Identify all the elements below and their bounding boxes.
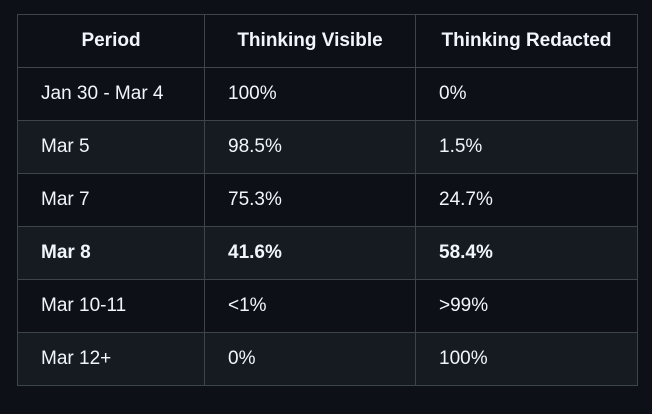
period-cell: Mar 12+ <box>17 332 205 386</box>
table-row: Mar 8 41.6% 58.4% <box>17 226 638 280</box>
table-row: Jan 30 - Mar 4 100% 0% <box>17 67 638 121</box>
period-thinking-table: Period Thinking Visible Thinking Redacte… <box>17 14 638 386</box>
table-container: Period Thinking Visible Thinking Redacte… <box>17 14 638 386</box>
column-header-thinking-redacted: Thinking Redacted <box>415 14 638 68</box>
thinking-redacted-cell: 0% <box>415 67 638 121</box>
period-cell: Mar 7 <box>17 173 205 227</box>
thinking-redacted-cell: 1.5% <box>415 120 638 174</box>
table-row: Mar 10-11 <1% >99% <box>17 279 638 333</box>
thinking-visible-cell: 41.6% <box>204 226 416 280</box>
table-row: Mar 5 98.5% 1.5% <box>17 120 638 174</box>
period-cell: Mar 10-11 <box>17 279 205 333</box>
thinking-visible-cell: 100% <box>204 67 416 121</box>
table-row: Mar 12+ 0% 100% <box>17 332 638 386</box>
header-row: Period Thinking Visible Thinking Redacte… <box>17 14 638 68</box>
table-header: Period Thinking Visible Thinking Redacte… <box>17 14 638 68</box>
column-header-period: Period <box>17 14 205 68</box>
thinking-redacted-cell: 24.7% <box>415 173 638 227</box>
period-cell: Jan 30 - Mar 4 <box>17 67 205 121</box>
table-row: Mar 7 75.3% 24.7% <box>17 173 638 227</box>
thinking-visible-cell: 98.5% <box>204 120 416 174</box>
thinking-redacted-cell: 100% <box>415 332 638 386</box>
thinking-visible-cell: 0% <box>204 332 416 386</box>
thinking-redacted-cell: 58.4% <box>415 226 638 280</box>
thinking-redacted-cell: >99% <box>415 279 638 333</box>
column-header-thinking-visible: Thinking Visible <box>204 14 416 68</box>
thinking-visible-cell: 75.3% <box>204 173 416 227</box>
thinking-visible-cell: <1% <box>204 279 416 333</box>
period-cell: Mar 8 <box>17 226 205 280</box>
period-cell: Mar 5 <box>17 120 205 174</box>
